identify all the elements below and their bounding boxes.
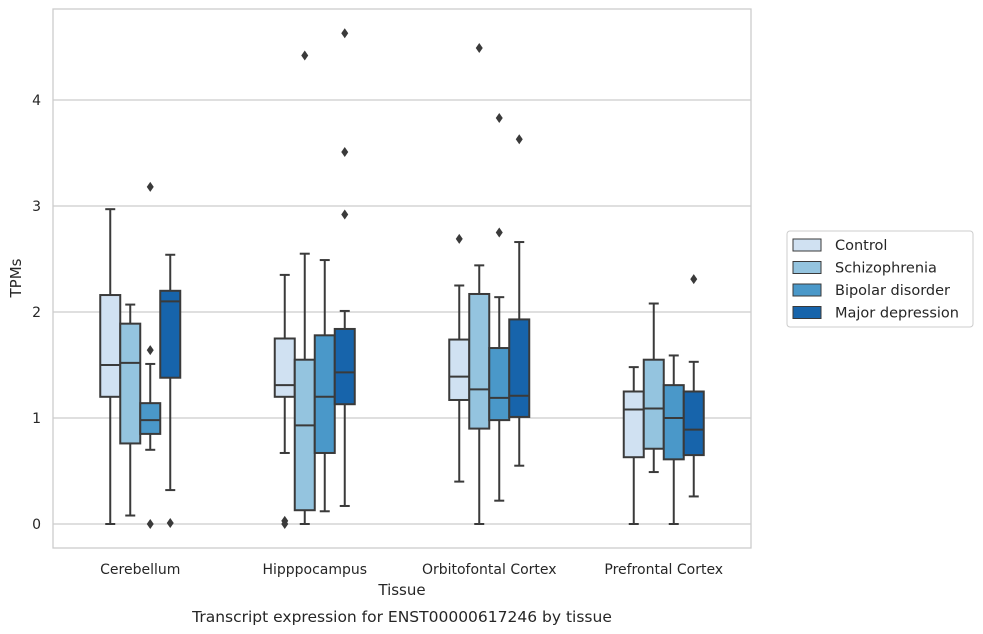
outlier-point: [495, 227, 503, 238]
legend-label: Schizophrenia: [835, 261, 937, 277]
legend-swatch: [792, 261, 822, 274]
y-tick-label: 4: [32, 93, 41, 109]
box-element: [662, 354, 685, 525]
box-element: [488, 113, 511, 502]
box-element: [642, 302, 665, 474]
chart-caption: Transcript expression for ENST0000061724…: [191, 608, 612, 626]
outlier-point: [146, 519, 154, 529]
box-iqr: [642, 358, 665, 450]
plot-frame: [52, 8, 752, 549]
box-iqr: [488, 347, 511, 422]
outlier-point: [146, 181, 154, 192]
box-element: [139, 181, 162, 529]
series-schizophrenia: [119, 43, 665, 525]
legend-label: Bipolar disorder: [835, 283, 950, 299]
box-element: [119, 303, 142, 517]
legend-swatch: [792, 306, 822, 319]
box-element: [313, 259, 336, 513]
outlier-point: [341, 28, 349, 39]
legend-frame: [786, 230, 974, 328]
legend-label: Control: [835, 238, 887, 254]
outlier-point: [455, 233, 463, 244]
gridlines: [53, 99, 751, 525]
outlier-point: [515, 134, 523, 145]
y-tick-label: 2: [32, 305, 41, 321]
box-element: [682, 274, 705, 498]
series-control: [99, 208, 645, 529]
box-iqr: [119, 322, 142, 445]
outlier-point: [301, 50, 309, 61]
box-iqr: [662, 384, 685, 461]
y-axis-label: TPMs: [7, 258, 25, 298]
box-iqr: [333, 327, 356, 406]
y-axis-ticks: 0 1 2 3 4: [32, 93, 41, 533]
box-element: [508, 134, 531, 467]
y-tick-label: 0: [32, 517, 41, 533]
series-major-depression: [159, 28, 705, 528]
x-axis-ticks: Cerebellum Hipppocampus Orbitofontal Corte…: [100, 562, 723, 578]
box-iqr: [139, 402, 162, 435]
outlier-point: [475, 43, 483, 54]
box-element: [99, 208, 122, 525]
box-iqr: [273, 337, 296, 398]
box-iqr: [159, 289, 182, 379]
x-tick-label: Hipppocampus: [262, 562, 367, 578]
box-iqr: [293, 358, 316, 512]
x-tick-label: Orbitofontal Cortex: [422, 562, 557, 578]
outlier-point: [341, 146, 349, 157]
box-element: [468, 43, 491, 525]
legend-swatch: [792, 238, 822, 252]
outlier-point: [495, 113, 503, 124]
legend-label: Major depression: [835, 306, 959, 322]
box-iqr: [448, 338, 471, 401]
box-element: [273, 273, 296, 529]
outlier-point: [690, 274, 698, 285]
box-element: [333, 28, 356, 507]
box-iqr: [468, 292, 491, 430]
outlier-point: [281, 515, 289, 526]
box-iqr: [508, 318, 531, 418]
outlier-point: [146, 345, 154, 356]
legend-swatch: [792, 283, 822, 297]
legend: Control Schizophrenia Bipolar disorder Majo…: [786, 230, 974, 328]
box-iqr: [682, 390, 705, 457]
x-tick-label: Prefrontal Cortex: [604, 562, 723, 578]
y-tick-label: 3: [32, 199, 41, 215]
x-tick-label: Cerebellum: [100, 562, 180, 578]
outlier-point: [166, 517, 174, 528]
outlier-point: [341, 209, 349, 220]
box-element: [159, 253, 182, 528]
box-iqr: [313, 334, 336, 454]
box-iqr: [622, 390, 645, 459]
x-axis-label: Tissue: [377, 581, 425, 599]
box-element: [448, 233, 471, 483]
box-series: [99, 28, 705, 529]
box-element: [293, 50, 316, 525]
y-tick-label: 1: [32, 411, 41, 427]
series-bipolar-disorder: [139, 113, 685, 529]
box-element: [622, 366, 645, 525]
box-iqr: [99, 294, 122, 398]
